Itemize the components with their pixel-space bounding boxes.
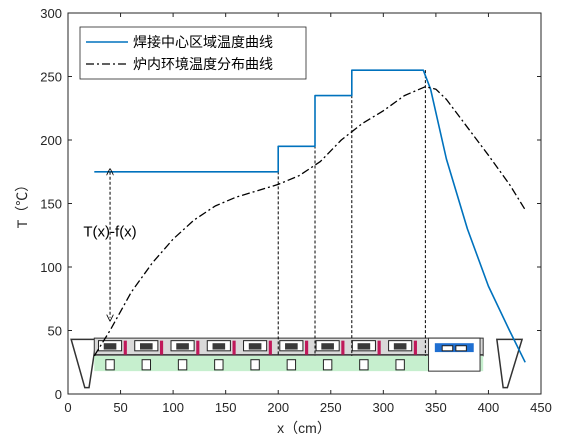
bottom-heater bbox=[177, 359, 188, 371]
legend-label-series-1: 焊接中心区域温度曲线 bbox=[133, 34, 273, 51]
heater-core bbox=[357, 343, 371, 350]
series-line-2 bbox=[93, 86, 526, 357]
heater-core bbox=[393, 343, 407, 350]
x-tick-label: 300 bbox=[372, 400, 394, 415]
x-tick-label: 200 bbox=[267, 400, 289, 415]
zone-separator bbox=[159, 340, 164, 355]
y-tick-label: 200 bbox=[40, 133, 62, 148]
heater-core bbox=[140, 343, 153, 350]
bottom-heater bbox=[214, 359, 224, 371]
cooling-fan bbox=[434, 343, 474, 353]
cooling-fan-hub bbox=[455, 345, 467, 352]
x-axis-ticks: 0 50 100 150 200 250 300 350 400 450 bbox=[64, 13, 552, 415]
legend-box bbox=[79, 26, 307, 80]
bottom-heater bbox=[141, 359, 152, 371]
bottom-heater bbox=[322, 359, 333, 371]
cooling-zone bbox=[428, 337, 481, 372]
heater-core bbox=[103, 343, 117, 350]
bottom-heater bbox=[359, 359, 369, 371]
zone-separator bbox=[268, 340, 272, 355]
zone-separator bbox=[123, 340, 127, 355]
x-tick-label: 50 bbox=[113, 400, 127, 415]
annotation-label: T(x)-f(x) bbox=[83, 224, 136, 241]
zone-separator bbox=[413, 340, 417, 355]
y-tick-label: 50 bbox=[48, 324, 62, 339]
cooling-fan-hub bbox=[441, 345, 454, 352]
heater-core bbox=[176, 343, 189, 350]
zone-separator bbox=[377, 340, 381, 355]
x-axis-label: x（cm） bbox=[277, 420, 331, 436]
y-axis-label: T（℃） bbox=[14, 178, 30, 229]
y-tick-label: 0 bbox=[55, 387, 62, 402]
x-tick-label: 400 bbox=[478, 400, 500, 415]
y-axis-ticks: 0 50 100 150 200 250 300 bbox=[40, 6, 541, 402]
x-tick-label: 250 bbox=[320, 400, 342, 415]
bottom-heater bbox=[286, 359, 297, 371]
heater-core bbox=[212, 343, 226, 350]
legend: 焊接中心区域温度曲线 炉内环境温度分布曲线 bbox=[79, 26, 307, 80]
series-line-1 bbox=[94, 69, 526, 363]
bottom-heater bbox=[250, 359, 260, 371]
x-tick-label: 150 bbox=[215, 400, 237, 415]
annotation: T(x)-f(x) bbox=[83, 172, 137, 318]
y-tick-label: 250 bbox=[40, 70, 62, 85]
heater-core bbox=[248, 343, 262, 350]
y-tick-label: 150 bbox=[40, 197, 62, 212]
x-tick-label: 100 bbox=[162, 400, 184, 415]
series-layer bbox=[93, 69, 526, 363]
y-tick-label: 300 bbox=[40, 6, 62, 21]
x-tick-label: 450 bbox=[530, 400, 552, 415]
legend-label-series-2: 炉内环境温度分布曲线 bbox=[133, 57, 273, 73]
zone-separator bbox=[196, 340, 200, 355]
furnace-entry-wall bbox=[70, 338, 98, 389]
heater-core bbox=[321, 343, 334, 350]
bottom-heater bbox=[395, 359, 405, 371]
zone-separator bbox=[341, 340, 345, 355]
guide-lines bbox=[277, 70, 426, 356]
x-tick-label: 350 bbox=[425, 400, 447, 415]
heater-core bbox=[285, 343, 298, 350]
y-tick-label: 100 bbox=[40, 260, 62, 275]
bottom-heater bbox=[105, 359, 115, 371]
furnace-diagram bbox=[70, 337, 524, 389]
x-tick-label: 0 bbox=[64, 400, 71, 415]
zone-separator bbox=[305, 340, 309, 355]
zone-separator bbox=[232, 340, 236, 355]
